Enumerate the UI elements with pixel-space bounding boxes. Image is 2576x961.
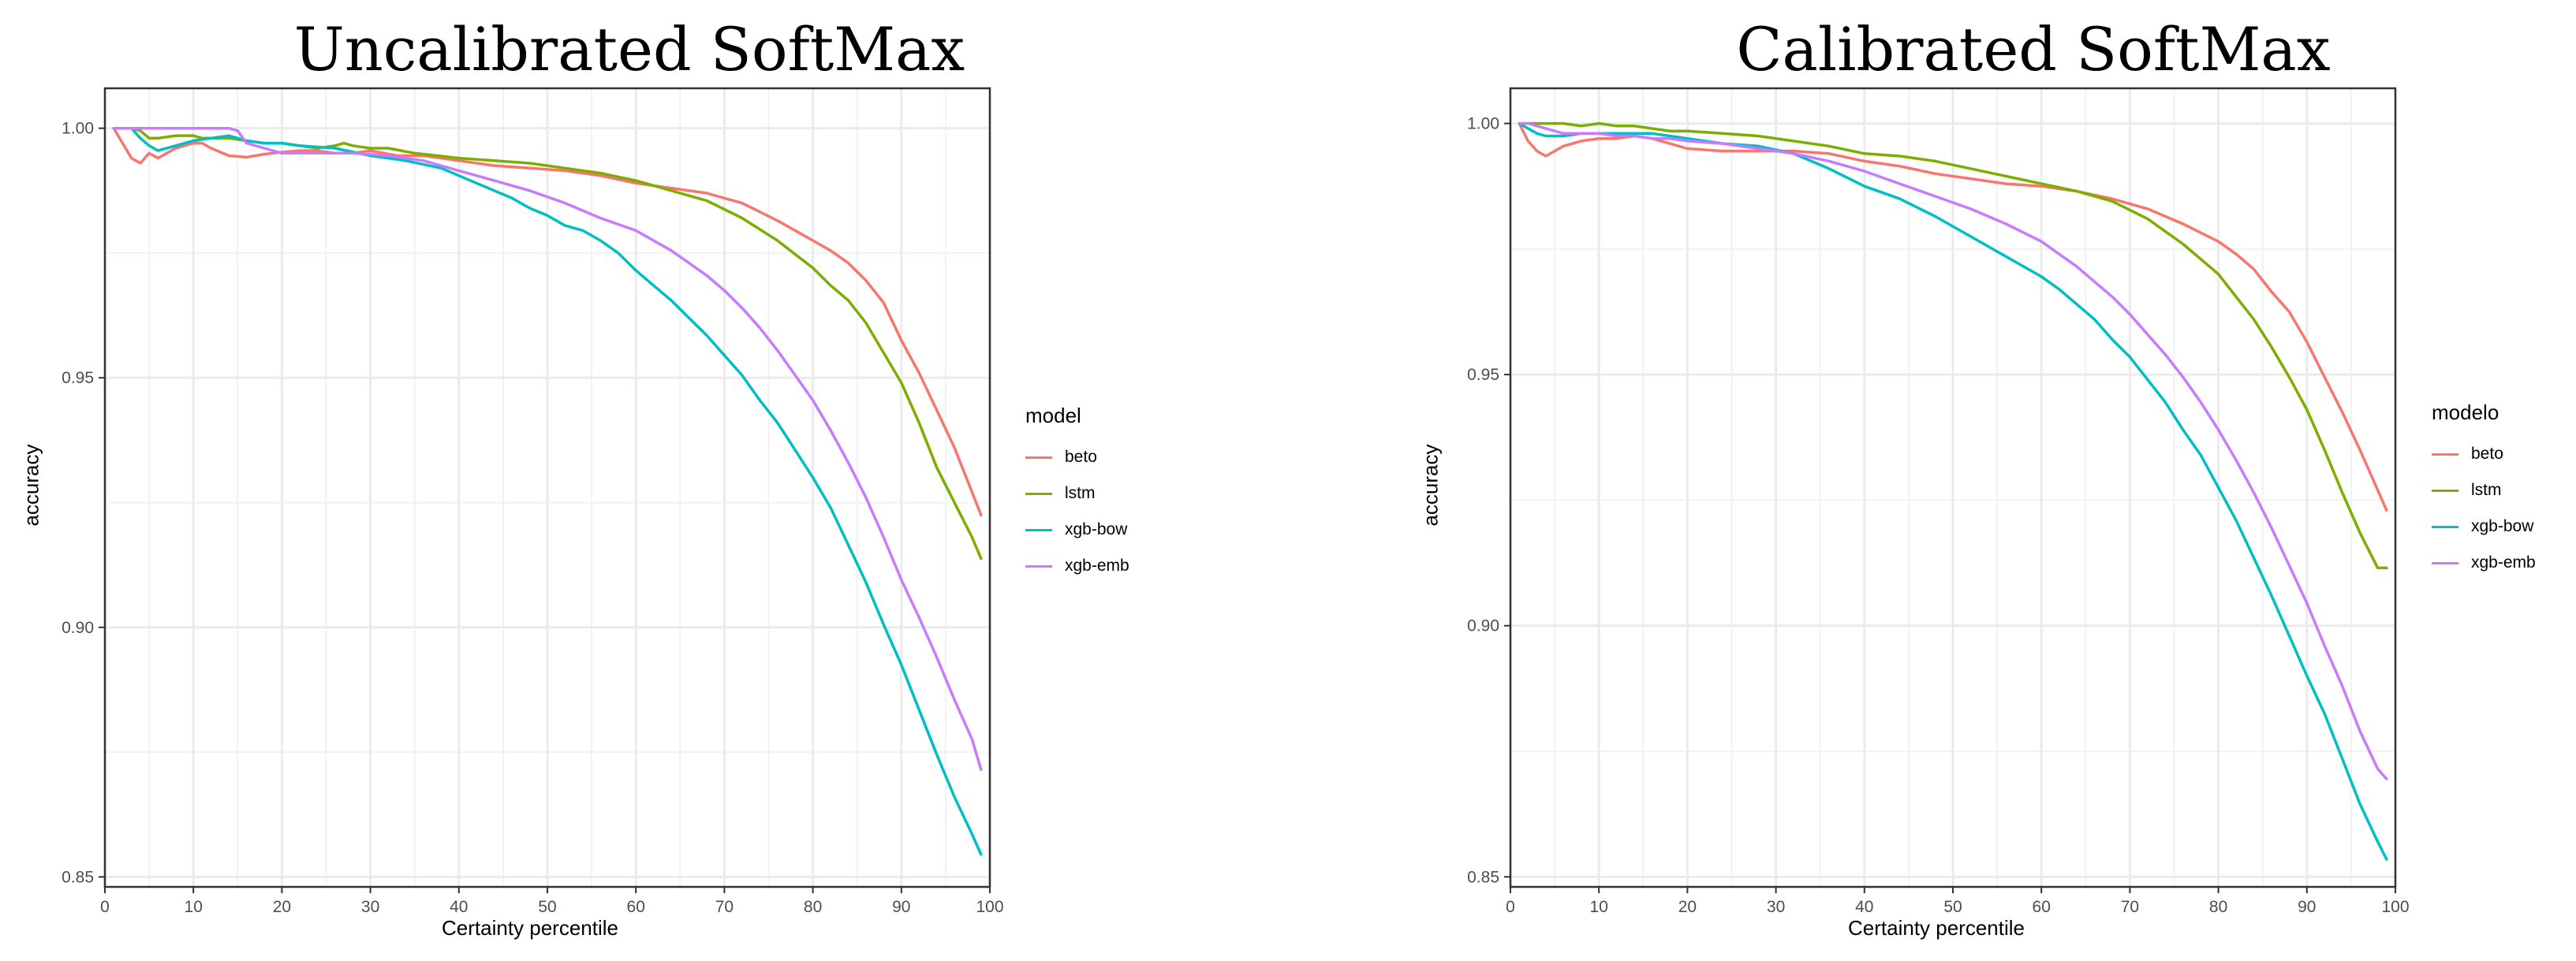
x-tick-label: 30 [1767,898,1785,916]
chart-title-calibrated: Calibrated SoftMax [1736,14,2331,84]
legend-key [2432,525,2458,528]
legend-item-xgb-bow: xgb-bow [2432,508,2536,545]
y-tick-label: 0.90 [62,619,94,637]
x-tick-label: 40 [450,898,468,916]
chart-title-uncalibrated: Uncalibrated SoftMax [293,14,965,84]
legend-item-xgb-bow: xgb-bow [1025,512,1129,548]
x-axis-label-right: Certainty percentile [1848,916,2025,940]
legend-key [2432,453,2458,456]
x-tick-label: 20 [1678,898,1697,916]
x-tick-label: 30 [361,898,379,916]
legend-key [1025,528,1052,531]
x-tick-label: 90 [2298,898,2316,916]
y-tick-label: 0.85 [1467,868,1499,886]
x-tick-label: 60 [627,898,645,916]
legend-label: lstm [1065,484,1096,502]
legend-label: xgb-emb [2471,553,2536,572]
x-tick-label: 50 [1943,898,1962,916]
y-tick-label: 1.00 [1467,115,1499,133]
legend-key [1025,564,1052,568]
legend-item-xgb-emb: xgb-emb [2432,545,2536,581]
series-line-xgb-bow [1518,121,2388,861]
y-tick-label: 1.00 [62,120,94,138]
legend-item-lstm: lstm [2432,472,2536,508]
series-line-beto [112,126,983,517]
x-tick-label: 60 [2033,898,2051,916]
series-line-lstm [112,126,983,561]
series-line-xgb-bow [112,126,983,856]
x-tick-label: 10 [1590,898,1608,916]
x-tick-label: 0 [100,898,110,916]
x-tick-label: 20 [273,898,291,916]
x-tick-label: 0 [1506,898,1515,916]
legend-key [2432,489,2458,492]
series-line-lstm [1518,121,2388,570]
legend-label: xgb-bow [2471,517,2534,535]
legend-label: xgb-emb [1065,557,1129,575]
legend-key [2432,561,2458,564]
y-axis-label-right: accuracy [1418,444,1443,527]
series-line-xgb-emb [1518,121,2388,780]
series-line-beto [1518,121,2388,512]
y-tick-label: 0.85 [62,868,94,886]
y-tick-label: 0.95 [1467,366,1499,384]
legend-key [1025,492,1052,495]
y-axis-label-left: accuracy [19,444,43,527]
legend-item-lstm: lstm [1025,475,1129,512]
legend-left: model beto lstm xgb-bow xgb-emb [1025,404,1129,584]
legend-item-xgb-emb: xgb-emb [1025,548,1129,584]
x-tick-label: 100 [2381,898,2409,916]
legend-key [1025,456,1052,459]
legend-label: beto [2471,445,2503,463]
y-tick-label: 0.95 [62,369,94,387]
legend-right: modelo beto lstm xgb-bow xgb-emb [2432,400,2536,581]
legend-label: beto [1065,448,1097,466]
x-tick-label: 90 [892,898,910,916]
x-tick-label: 40 [1855,898,1873,916]
y-tick-label: 0.90 [1467,617,1499,635]
series-line-xgb-emb [112,126,983,771]
legend-item-beto: beto [1025,439,1129,475]
x-axis-label-left: Certainty percentile [442,916,618,940]
x-tick-label: 80 [2209,898,2227,916]
legend-title: model [1025,404,1081,427]
legend-label: lstm [2471,481,2502,499]
x-tick-label: 70 [715,898,734,916]
x-tick-label: 70 [2121,898,2139,916]
legend-title: modelo [2432,400,2499,424]
legend-item-beto: beto [2432,436,2536,472]
x-tick-label: 10 [185,898,203,916]
legend-label: xgb-bow [1065,520,1128,538]
x-tick-label: 50 [538,898,556,916]
x-tick-label: 80 [804,898,822,916]
x-tick-label: 100 [976,898,1003,916]
